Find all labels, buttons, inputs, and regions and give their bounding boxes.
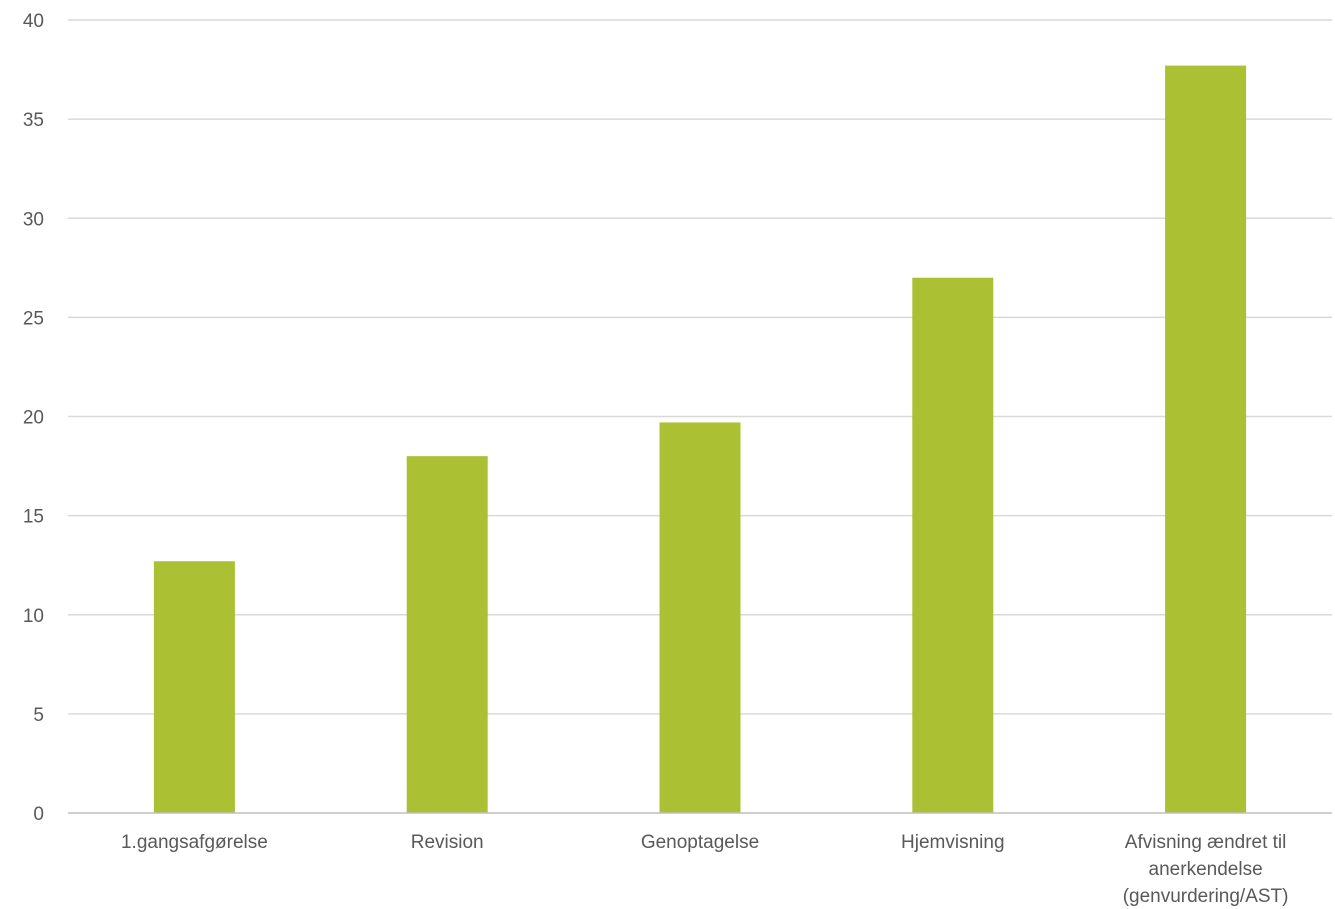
bar-1 — [153, 561, 235, 813]
bar-5 — [1165, 65, 1247, 813]
y-axis-tick-labels: 0 5 10 15 20 25 30 35 40 — [23, 11, 44, 825]
bar-2 — [406, 456, 488, 813]
x-category-label-line: Genoptagelse — [641, 832, 759, 853]
y-tick-label-5: 5 — [33, 705, 44, 726]
x-category-label-5: Afvisning ændret til anerkendelse (genvurd… — [1123, 832, 1289, 907]
x-category-label-4: Hjemvisning — [901, 832, 1004, 853]
y-tick-label-20: 20 — [23, 408, 44, 429]
y-tick-label-10: 10 — [23, 606, 44, 627]
y-tick-label-40: 40 — [23, 11, 44, 32]
x-category-label-line: 1.gangsafgørelse — [121, 832, 268, 853]
bar-4 — [912, 277, 994, 814]
x-category-label-line: Hjemvisning — [901, 832, 1004, 853]
x-category-label-line: anerkendelse — [1149, 859, 1263, 880]
bars — [153, 65, 1247, 814]
y-tick-label-35: 35 — [23, 110, 44, 131]
x-axis-category-labels: 1.gangsafgørelse Revision Genoptagelse Hjem… — [121, 832, 1289, 907]
y-tick-label-15: 15 — [23, 507, 44, 528]
x-category-label-line: Afvisning ændret til — [1125, 832, 1287, 853]
x-category-label-2: Revision — [411, 832, 484, 853]
x-category-label-1: 1.gangsafgørelse — [121, 832, 268, 853]
y-tick-label-30: 30 — [23, 209, 44, 230]
y-tick-label-0: 0 — [33, 804, 44, 825]
x-category-label-line: Revision — [411, 832, 484, 853]
y-tick-label-25: 25 — [23, 308, 44, 329]
x-category-label-line: (genvurdering/AST) — [1123, 886, 1289, 907]
bar-3 — [659, 422, 741, 813]
x-category-label-3: Genoptagelse — [641, 832, 759, 853]
